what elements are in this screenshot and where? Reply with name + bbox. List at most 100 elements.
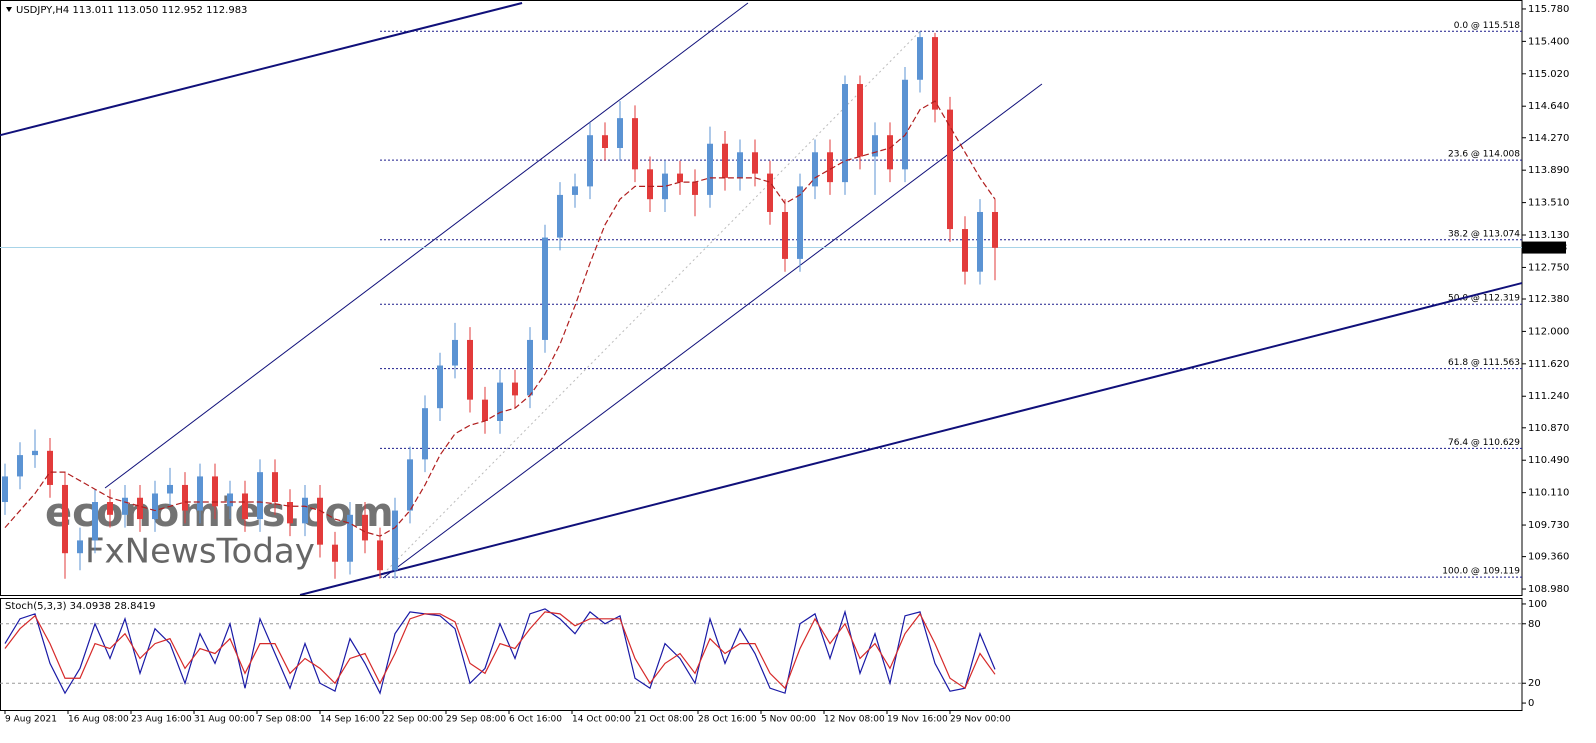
last-price-box	[1522, 241, 1566, 254]
candle-body	[662, 173, 668, 200]
candle-body	[902, 79, 908, 170]
stoch-title: Stoch(5,3,3) 34.0938 28.8419	[5, 601, 156, 612]
candle-body	[467, 339, 473, 400]
candle-body	[812, 152, 818, 187]
x-tick-label: 28 Oct 16:00	[698, 715, 757, 725]
candle-body	[722, 143, 728, 178]
candle-body	[872, 135, 878, 157]
y-tick-label: 112.750	[1528, 262, 1569, 273]
candle-body	[122, 497, 128, 515]
candle-body	[602, 135, 608, 149]
y-tick-label: 110.490	[1528, 455, 1569, 466]
x-tick-label: 5 Nov 00:00	[761, 715, 816, 725]
candle-body	[287, 502, 293, 524]
candle-body	[632, 118, 638, 170]
candle-body	[347, 514, 353, 562]
x-tick-label: 12 Nov 08:00	[824, 715, 885, 725]
candle-body	[797, 186, 803, 259]
y-tick-label: 109.360	[1528, 552, 1569, 563]
candle-body	[47, 450, 53, 485]
candle-body	[752, 152, 758, 174]
candle-body	[497, 382, 503, 421]
x-tick-label: 19 Nov 16:00	[887, 715, 948, 725]
candle-body	[152, 493, 158, 520]
candle-body	[437, 365, 443, 409]
x-tick-label: 14 Sep 16:00	[320, 715, 380, 725]
y-tick-label: 112.000	[1528, 326, 1569, 337]
candle-body	[707, 143, 713, 195]
x-tick-label: 14 Oct 00:00	[572, 715, 631, 725]
x-tick-label: 9 Aug 2021	[5, 715, 57, 725]
candle-body	[107, 502, 113, 515]
x-tick-label: 31 Aug 00:00	[194, 715, 255, 725]
y-tick-label: 108.980	[1528, 584, 1569, 595]
candle-body	[377, 540, 383, 571]
y-tick-label: 112.380	[1528, 294, 1569, 305]
candle-body	[197, 476, 203, 511]
candle-body	[767, 173, 773, 212]
candle-body	[257, 472, 263, 520]
candle-body	[677, 173, 683, 183]
y-tick-label: 110.110	[1528, 488, 1569, 499]
trendline	[299, 282, 1522, 595]
trendline	[0, 2, 523, 137]
y-tick-label: 114.640	[1528, 101, 1569, 112]
candle-body	[992, 211, 998, 248]
candle-body	[452, 339, 458, 366]
x-tick-label: 16 Aug 08:00	[68, 715, 129, 725]
candle-body	[962, 229, 968, 272]
candle-body	[17, 455, 23, 477]
x-tick-label: 21 Oct 08:00	[635, 715, 694, 725]
candle-body	[2, 476, 8, 503]
last-price-label: 112.983	[1526, 243, 1567, 254]
y-tick-label: 115.780	[1528, 4, 1569, 15]
candle-body	[827, 152, 833, 183]
fibo-label: 38.2 @ 113.074	[1448, 229, 1520, 239]
stoch-line	[4, 608, 996, 695]
candle-body	[887, 135, 893, 170]
fibo-label: 50.0 @ 112.319	[1448, 294, 1520, 304]
candle-body	[482, 399, 488, 421]
candle-body	[527, 339, 533, 396]
x-tick-label: 7 Sep 08:00	[257, 715, 312, 725]
y-tick-label: 113.890	[1528, 165, 1569, 176]
candle-body	[647, 169, 653, 200]
candle-body	[617, 118, 623, 149]
candle-body	[62, 484, 68, 554]
candle-body	[512, 382, 518, 396]
candle-body	[557, 194, 563, 238]
candle-body	[392, 510, 398, 571]
y-tick-label: 113.510	[1528, 198, 1569, 209]
chart-title: USDJPY,H4 113.011 113.050 112.952 112.98…	[16, 5, 247, 16]
x-tick-label: 22 Sep 00:00	[383, 715, 443, 725]
stoch-plot	[0, 608, 1522, 695]
watermark: economies.com	[45, 490, 394, 536]
main-pane	[0, 0, 1523, 596]
candle-body	[692, 182, 698, 195]
y-tick-label: 109.730	[1528, 520, 1569, 531]
candle-body	[212, 476, 218, 507]
candle-body	[182, 484, 188, 511]
moving-average	[4, 100, 996, 537]
candle-body	[332, 544, 338, 562]
fibo-label: 100.0 @ 109.119	[1442, 567, 1520, 577]
y-tick-label: 115.400	[1528, 36, 1569, 47]
axes: 115.780 115.400 115.020 114.640 114.270 113.8…	[4, 4, 1569, 725]
fibo-label: 0.0 @ 115.518	[1454, 21, 1521, 31]
candle-body	[782, 211, 788, 259]
x-tick-label: 29 Sep 08:00	[446, 715, 506, 725]
candle-body	[317, 497, 323, 545]
fibo-label: 61.8 @ 111.563	[1448, 358, 1520, 368]
candle-body	[272, 472, 278, 503]
candle-body	[587, 135, 593, 187]
x-tick-label: 6 Oct 16:00	[509, 715, 562, 725]
candle-body	[302, 497, 308, 524]
candle-body	[137, 497, 143, 520]
fibo-label: 76.4 @ 110.629	[1448, 438, 1520, 448]
y-tick-label: 111.620	[1528, 359, 1569, 370]
candle-body	[917, 37, 923, 80]
candle-body	[407, 459, 413, 511]
